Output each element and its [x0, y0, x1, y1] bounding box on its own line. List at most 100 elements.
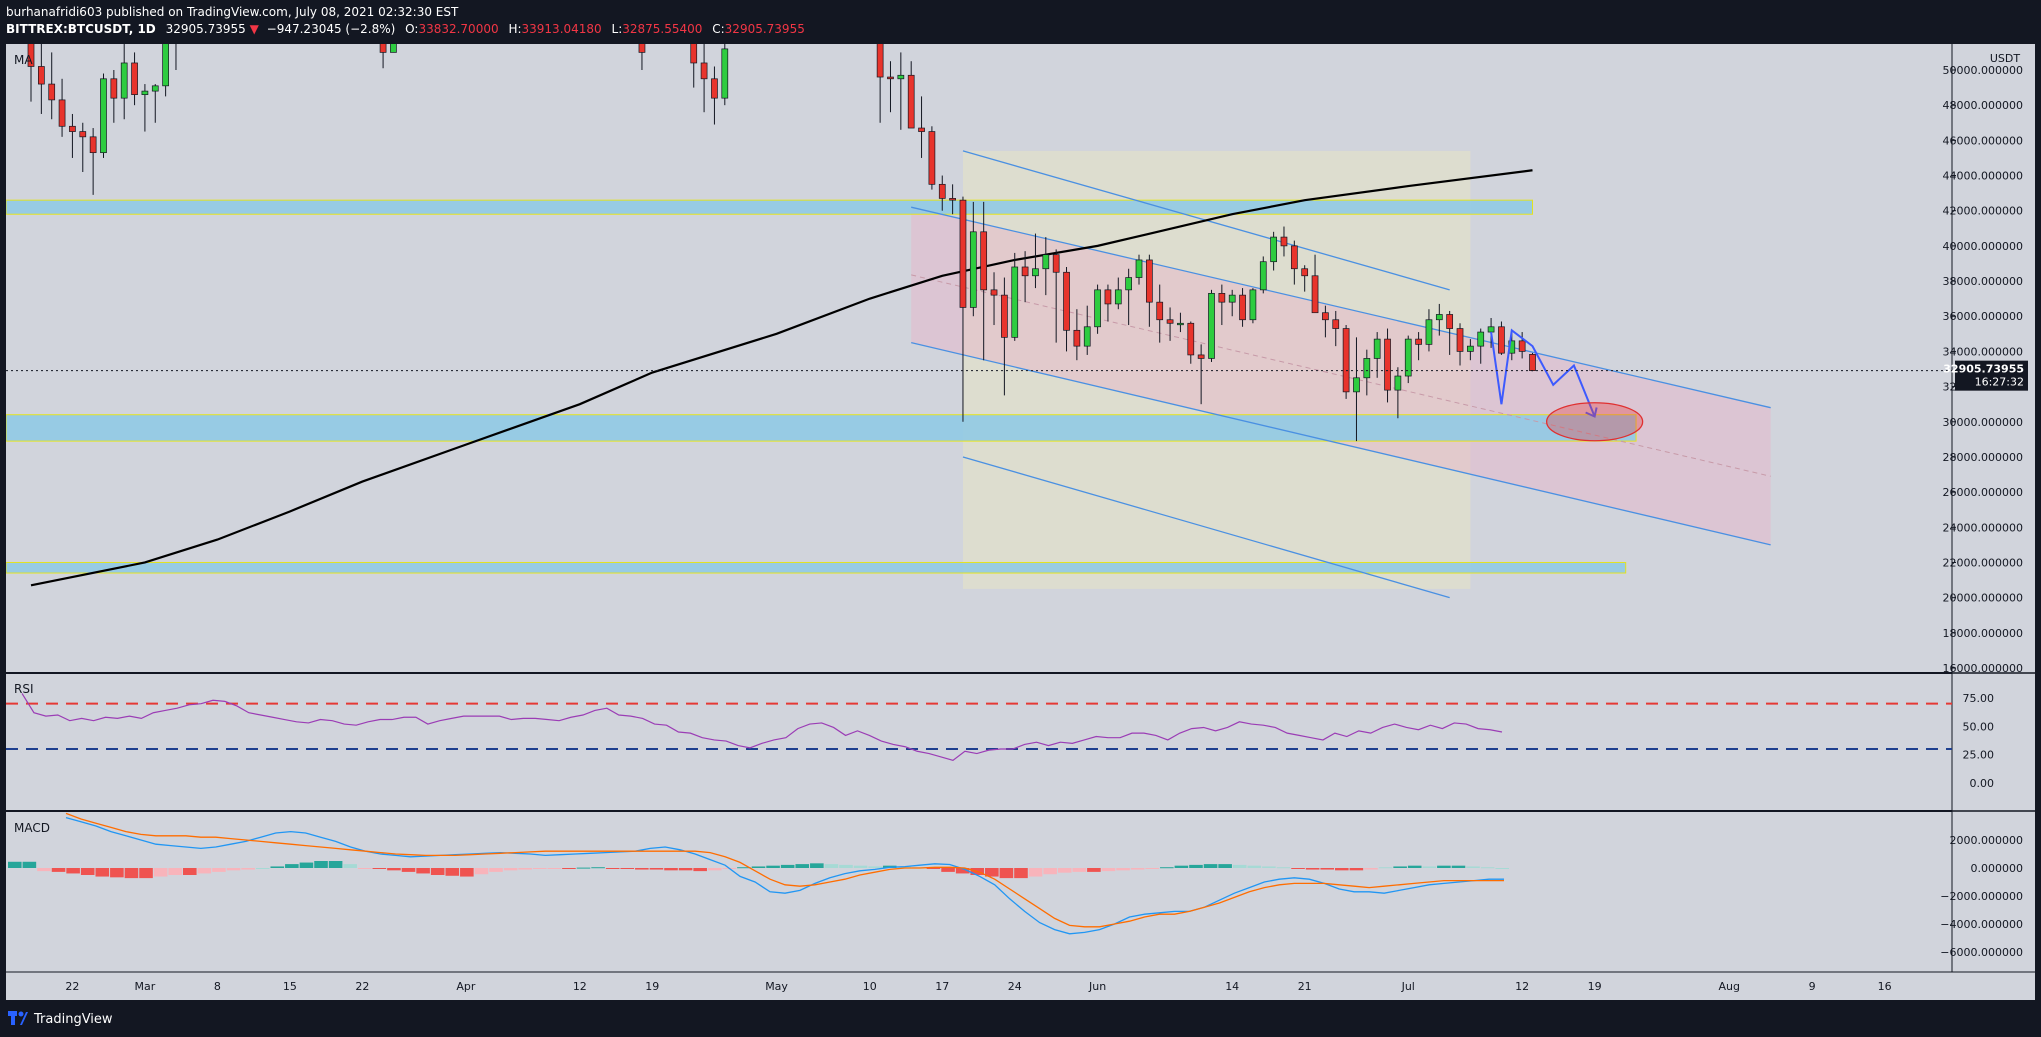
macd-hist-bar-30 [445, 868, 460, 876]
macd-label: MACD [14, 821, 50, 835]
price-tick-label-6: 28000.000000 [1943, 451, 2023, 464]
candle-body-63 [1301, 268, 1309, 277]
macd-hist-bar-56 [824, 864, 839, 868]
price-tick-label-9: 34000.000000 [1943, 345, 2023, 358]
macd-hist-bar-99 [1451, 865, 1466, 868]
header-bar [0, 0, 2041, 44]
macd-hist-bar-51 [751, 866, 766, 868]
macd-hist-bar-31 [460, 868, 474, 877]
candle-body-57 [1239, 294, 1246, 321]
macd-hist-bar-43 [635, 868, 649, 870]
candle-body-18 [690, 44, 698, 64]
macd-tick-label-3: −4000.000000 [1940, 918, 2023, 931]
price-tick-label-5: 26000.000000 [1943, 486, 2023, 499]
candle-body-11 [141, 90, 149, 95]
time-tick-label-16: 12 [1515, 980, 1529, 993]
candle-body-67 [1342, 328, 1350, 393]
candle-body-81 [1487, 326, 1495, 333]
price-axis[interactable] [1952, 44, 2035, 972]
candle-body-76 [1435, 314, 1443, 321]
rsi-pane[interactable] [6, 674, 1952, 810]
macd-hist-bar-74 [1087, 868, 1101, 872]
time-tick-label-19: 9 [1809, 980, 1816, 993]
macd-hist-bar-102 [1495, 868, 1509, 869]
time-tick-label-8: May [765, 980, 788, 993]
candle-body-77 [1446, 314, 1454, 329]
macd-hist-bar-22 [328, 861, 343, 868]
tradingview-logo-icon [8, 1011, 28, 1025]
macd-hist-bar-100 [1466, 866, 1480, 868]
macd-hist-bar-13 [197, 868, 212, 874]
time-tick-label-11: 24 [1008, 980, 1022, 993]
macd-hist-bar-101 [1480, 867, 1495, 869]
candle-body-13 [162, 44, 169, 87]
rsi-label: RSI [14, 682, 34, 696]
price-tick-label-2: 20000.000000 [1943, 592, 2023, 605]
channel-midline [911, 274, 1771, 477]
macd-hist-bar-5 [80, 868, 95, 875]
macd-hist-bar-19 [285, 864, 299, 868]
macd-hist-bar-40 [591, 867, 605, 869]
macd-hist-bar-94 [1378, 867, 1393, 869]
candle-body-47 [1135, 259, 1143, 278]
candle-body-72 [1394, 375, 1402, 391]
price-tick-label-16: 48000.000000 [1943, 99, 2023, 112]
macd-hist-bar-92 [1349, 868, 1364, 871]
macd-hist-bar-84 [1232, 864, 1247, 868]
macd-hist-bar-55 [810, 863, 824, 868]
candle-body-2 [48, 83, 56, 101]
macd-hist-bar-81 [1189, 864, 1203, 868]
candle-body-33 [990, 289, 998, 296]
macd-hist-bar-93 [1364, 868, 1378, 870]
candle-body-36 [1021, 266, 1029, 277]
price-tick-label-13: 42000.000000 [1943, 205, 2023, 218]
macd-hist-bar-47 [693, 868, 707, 872]
candle-body-70 [1373, 338, 1381, 359]
macd-hist-bar-20 [299, 862, 314, 868]
macd-pane[interactable] [6, 812, 1952, 972]
candle-body-60 [1270, 236, 1277, 263]
time-axis[interactable] [6, 972, 2035, 1000]
change-value: −947.23045 (−2.8%) [267, 22, 396, 36]
candle-body-61 [1280, 236, 1288, 247]
price-plot [6, 44, 1952, 599]
time-tick-label-4: 22 [355, 980, 369, 993]
macd-hist-bar-70 [1028, 868, 1043, 877]
candle-body-43 [1094, 289, 1101, 328]
candle-body-15 [379, 44, 387, 53]
candle-body-9 [120, 62, 128, 99]
macd-hist-bar-73 [1072, 868, 1087, 872]
candle-body-23 [887, 76, 894, 80]
candle-body-79 [1467, 345, 1474, 352]
macd-hist-bar-36 [532, 868, 547, 869]
macd-hist-bar-86 [1262, 866, 1276, 868]
macd-hist-bar-7 [110, 868, 124, 878]
candle-body-19 [700, 62, 708, 80]
candle-body-30 [959, 199, 967, 308]
candle-body-29 [949, 198, 956, 201]
candle-body-17 [638, 44, 646, 53]
candle-body-28 [938, 183, 946, 199]
candle-body-21 [721, 48, 729, 99]
macd-hist-bar-35 [518, 868, 532, 870]
price-tick-label-0: 16000.000000 [1943, 662, 2023, 675]
macd-hist-bar-15 [226, 868, 241, 871]
rsi-line [21, 693, 1503, 761]
macd-hist-bar-75 [1101, 868, 1116, 872]
candle-body-10 [131, 62, 138, 95]
close-value: 32905.73955 [725, 22, 805, 36]
macd-hist-bar-77 [1130, 868, 1145, 870]
time-tick-label-0: 22 [65, 980, 79, 993]
macd-hist-bar-8 [124, 868, 139, 879]
macd-hist-bar-87 [1276, 867, 1291, 869]
macd-hist-bar-54 [795, 864, 810, 868]
macd-hist-bar-29 [430, 868, 445, 875]
candle-body-5 [79, 131, 87, 138]
candle-body-46 [1125, 277, 1133, 291]
signal-line [65, 812, 1504, 928]
macd-hist-bar-2 [37, 868, 51, 872]
time-tick-label-17: 19 [1588, 980, 1602, 993]
time-tick-label-18: Aug [1719, 980, 1740, 993]
channel-line-1 [911, 206, 1771, 409]
macd-hist-bar-41 [605, 868, 620, 869]
